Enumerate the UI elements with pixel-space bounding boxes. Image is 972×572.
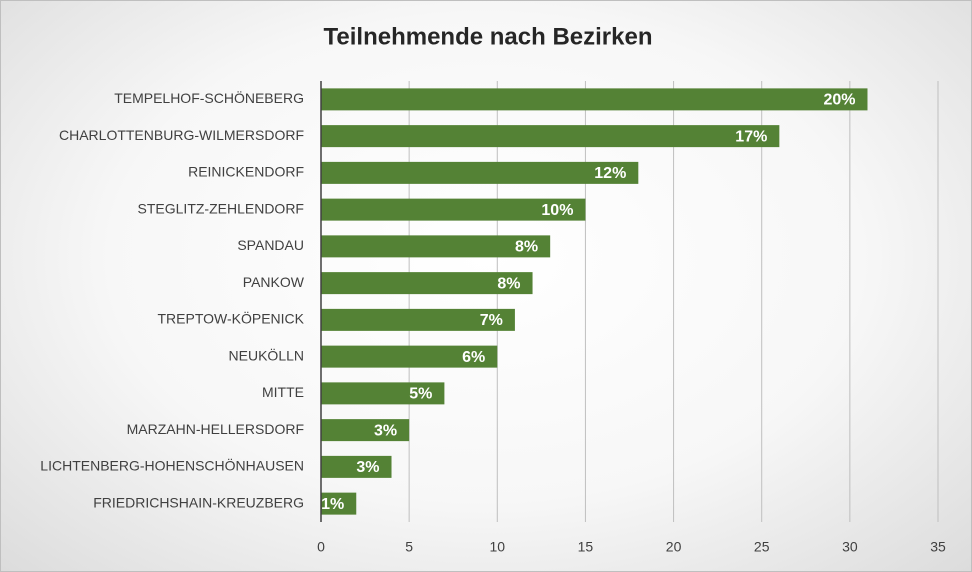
bar	[321, 88, 868, 111]
bar	[321, 492, 357, 515]
x-tick-label: 35	[930, 539, 946, 555]
x-tick-label: 30	[842, 539, 858, 555]
x-tick-label: 25	[754, 539, 770, 555]
value-label: 5%	[409, 386, 432, 403]
y-tick-label: MARZAHN-HELLERSDORF	[127, 421, 304, 437]
bar	[321, 125, 780, 148]
value-label: 17%	[735, 128, 767, 145]
bar	[321, 161, 639, 184]
x-tick-label: 5	[405, 539, 413, 555]
y-tick-label: PANKOW	[243, 274, 305, 290]
y-tick-label: STEGLITZ-ZEHLENDORF	[138, 200, 304, 216]
bar	[321, 382, 445, 405]
y-tick-label: TREPTOW-KÖPENICK	[157, 310, 304, 327]
y-tick-label: LICHTENBERG-HOHENSCHÖNHAUSEN	[40, 457, 304, 474]
value-label: 8%	[515, 239, 538, 256]
y-tick-label: MITTE	[262, 384, 304, 400]
x-tick-label: 10	[489, 539, 505, 555]
bar	[321, 308, 515, 331]
bar	[321, 345, 498, 368]
value-label: 6%	[462, 349, 485, 366]
value-label: 10%	[541, 202, 573, 219]
y-tick-label: TEMPELHOF-SCHÖNEBERG	[114, 89, 304, 106]
x-tick-label: 20	[666, 539, 682, 555]
bar	[321, 235, 551, 258]
value-label: 12%	[594, 165, 626, 182]
y-tick-label: NEUKÖLLN	[229, 346, 304, 363]
value-label: 3%	[374, 422, 397, 439]
bar	[321, 272, 533, 295]
y-tick-label: REINICKENDORF	[188, 164, 304, 180]
y-tick-label: SPANDAU	[237, 237, 304, 253]
value-label: 20%	[823, 92, 855, 109]
value-label: 8%	[497, 275, 520, 292]
y-tick-label: CHARLOTTENBURG-WILMERSDORF	[59, 127, 304, 143]
x-tick-label: 0	[317, 539, 325, 555]
value-label: 1%	[321, 496, 344, 513]
bar	[321, 419, 410, 442]
bar	[321, 455, 392, 478]
value-label: 3%	[356, 459, 379, 476]
value-label: 7%	[480, 312, 503, 329]
chart-title: Teilnehmende nach Bezirken	[324, 23, 653, 50]
bar	[321, 198, 586, 221]
x-tick-label: 15	[578, 539, 594, 555]
y-tick-label: FRIEDRICHSHAIN-KREUZBERG	[93, 494, 304, 510]
